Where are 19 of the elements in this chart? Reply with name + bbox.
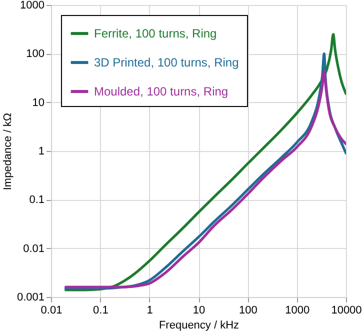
x-tick-label: 0.1 (93, 304, 108, 316)
x-tick-label: 1000 (285, 304, 310, 316)
legend-label: Moulded, 100 turns, Ring (94, 84, 228, 98)
y-tick-label: 1 (38, 146, 44, 158)
y-tick-label: 0.01 (23, 242, 44, 255)
x-tick-label: 10 (192, 304, 206, 316)
y-tick-label: 0.1 (29, 194, 44, 206)
y-axis-title: Impedance / kΩ (2, 112, 14, 190)
x-tick-label: 0.01 (40, 304, 62, 316)
y-tick-label: 1000 (20, 0, 44, 12)
x-tick-label: 100 (238, 304, 258, 316)
y-tick-label: 0.001 (16, 292, 44, 304)
legend-label: 3D Printed, 100 turns, Ring (94, 56, 239, 70)
y-tick-label: 100 (26, 48, 44, 60)
y-tick-label: 10 (32, 96, 44, 109)
x-tick-label: 10000 (331, 304, 362, 316)
legend-label: Ferrite, 100 turns, Ring (94, 26, 217, 40)
x-tick-label: 1 (146, 304, 153, 316)
x-axis-title: Frequency / kHz (158, 320, 240, 331)
